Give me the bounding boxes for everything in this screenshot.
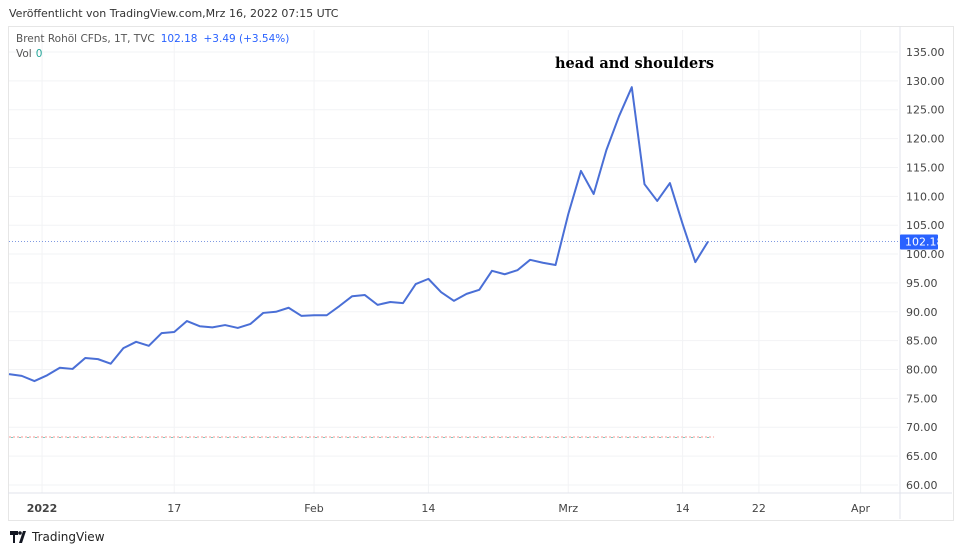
x-tick-label: 2022 — [27, 502, 58, 515]
price-series-line — [8, 86, 709, 383]
y-tick-label: 65.00 — [906, 450, 938, 463]
y-tick-label: 85.00 — [906, 335, 938, 348]
y-tick-label: 135.00 — [906, 46, 945, 59]
price-change: +3.49 (+3.54%) — [203, 33, 290, 45]
x-tick-label: 14 — [421, 502, 435, 515]
y-tick-label: 100.00 — [906, 248, 945, 261]
y-tick-label: 110.00 — [906, 190, 945, 203]
x-tick-label: 17 — [167, 502, 181, 515]
y-tick-label: 95.00 — [906, 277, 938, 290]
x-tick-label: Apr — [851, 502, 871, 515]
y-tick-label: 130.00 — [906, 75, 945, 88]
volume-label[interactable]: Vol — [16, 48, 32, 60]
tradingview-logo[interactable]: TradingView — [10, 530, 105, 544]
published-note: Veröffentlicht von TradingView.com,Mrz 1… — [9, 7, 339, 20]
y-tick-label: 125.00 — [906, 104, 945, 117]
y-tick-label: 75.00 — [906, 392, 938, 405]
y-tick-label: 80.00 — [906, 364, 938, 377]
volume-value: 0 — [35, 48, 43, 60]
price-badge-label: 102.18 — [905, 235, 944, 248]
symbol-label[interactable]: Brent Rohöl CFDs, 1T, TVC — [16, 33, 155, 45]
y-tick-label: 70.00 — [906, 421, 938, 434]
chart-frame — [8, 26, 954, 521]
y-tick-label: 60.00 — [906, 479, 938, 492]
tradingview-logo-icon — [10, 531, 26, 543]
y-tick-label: 120.00 — [906, 133, 945, 146]
x-tick-label: Feb — [304, 502, 323, 515]
x-tick-label: Mrz — [558, 502, 578, 515]
annotation-text[interactable]: head and shoulders — [555, 55, 715, 72]
y-tick-label: 115.00 — [906, 161, 945, 174]
last-price: 102.18 — [160, 33, 198, 45]
y-tick-label: 90.00 — [906, 306, 938, 319]
x-tick-label: 14 — [676, 502, 690, 515]
y-tick-label: 105.00 — [906, 219, 945, 232]
price-badge — [900, 234, 938, 250]
brand-name: TradingView — [32, 530, 105, 544]
x-tick-label: 22 — [752, 502, 766, 515]
legend: Brent Rohöl CFDs, 1T, TVC 102.18 +3.49 (+3… — [16, 32, 289, 62]
